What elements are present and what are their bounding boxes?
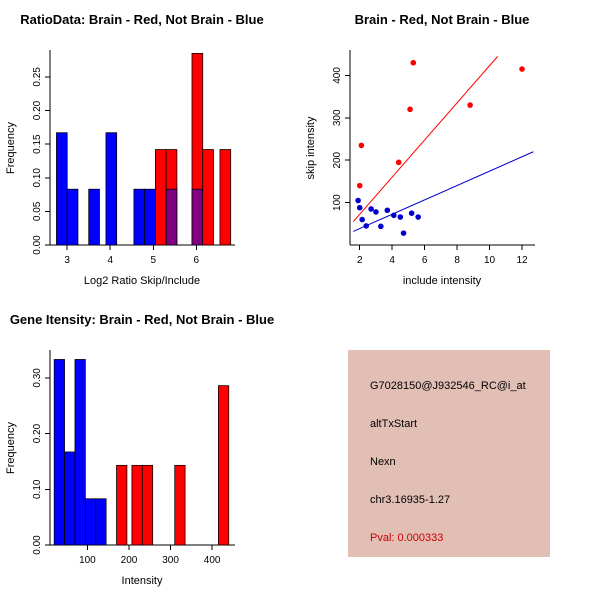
y-tick-label: 0.20	[32, 100, 43, 120]
y-tick-label: 300	[332, 109, 343, 126]
x-tick-label: 3	[64, 255, 70, 266]
hist-bar	[64, 451, 76, 546]
scatter-point	[373, 209, 379, 215]
x-tick-label: 4	[107, 255, 113, 266]
panel-gene-intensity-histogram: Gene Itensity: Brain - Red, Not Brain - …	[0, 300, 300, 600]
brain-fit-line	[352, 56, 499, 223]
scatter-point	[363, 223, 370, 229]
scatter-point	[384, 207, 391, 214]
scatter-point	[467, 102, 473, 108]
y-tick-label: 0.00	[32, 535, 43, 555]
scatter-point	[519, 66, 525, 72]
x-tick-label: 4	[389, 255, 395, 266]
gene-intensity-histogram-svg: Gene Itensity: Brain - Red, Not Brain - …	[5, 312, 274, 587]
hist-bar	[84, 498, 97, 546]
panel-intensity-scatter: Brain - Red, Not Brain - Blue skip inten…	[300, 0, 600, 300]
probe-id-text: G7028150@J932546_RC@i_at	[370, 380, 526, 392]
gene-intensity-histogram-title: Gene Itensity: Brain - Red, Not Brain - …	[10, 312, 274, 327]
x-tick-label: 12	[516, 255, 528, 266]
y-tick-label: 0.00	[32, 235, 43, 255]
hist-bar	[116, 464, 128, 546]
plot-0: 3 4 5 6 0.00 0.05 0.10 0.15 0.20 0.25	[32, 50, 235, 266]
x-tick-label: 400	[204, 555, 221, 566]
intensity-scatter-ylabel: skip intensity	[305, 116, 317, 179]
hist-bar	[202, 149, 214, 246]
pval-text: Pval: 0.000333	[370, 532, 444, 544]
hist-bar	[95, 498, 107, 546]
hist-bar	[141, 464, 154, 546]
hist-bar	[56, 132, 68, 246]
x-tick-label: 5	[150, 255, 156, 266]
scatter-point	[407, 106, 413, 113]
scatter-point	[358, 142, 365, 149]
y-tick-label: 400	[332, 67, 343, 84]
scatter-point	[359, 216, 365, 223]
hist-bar	[66, 188, 79, 246]
hist-bar	[174, 464, 186, 546]
scatter-point	[408, 210, 415, 217]
scatter-point	[355, 197, 361, 204]
y-tick-label: 0.10	[32, 168, 43, 188]
y-tick-label: 0.30	[32, 368, 43, 388]
hist-bar	[88, 188, 100, 246]
scatter-point	[395, 159, 402, 166]
gene-intensity-histogram-ylabel: Frequency	[5, 422, 17, 474]
chromosome-location-text: chr3.16935-1.27	[370, 494, 451, 506]
ratio-histogram-xlabel: Log2 Ratio Skip/Include	[84, 275, 200, 287]
x-tick-label: 300	[162, 555, 179, 566]
hist-bar	[105, 132, 118, 246]
scatter-point	[356, 204, 363, 211]
gene-info-box: G7028150@J932546_RC@i_at altTxStart Nexn…	[348, 350, 550, 557]
x-tick-label: 10	[484, 255, 496, 266]
ratio-histogram-title: RatioData: Brain - Red, Not Brain - Blue	[20, 12, 263, 27]
hist-bar	[133, 188, 146, 246]
x-tick-label: 200	[121, 555, 138, 566]
event-type-text: altTxStart	[370, 418, 418, 430]
y-tick-label: 0.15	[32, 134, 43, 154]
hist-bar	[217, 385, 230, 546]
panel-ratio-histogram: RatioData: Brain - Red, Not Brain - Blue…	[0, 0, 300, 300]
y-tick-label: 200	[332, 151, 343, 168]
x-tick-label: 8	[454, 255, 460, 266]
intensity-scatter-svg: Brain - Red, Not Brain - Blue skip inten…	[305, 12, 535, 287]
scatter-point	[397, 214, 404, 220]
gene-intensity-histogram-xlabel: Intensity	[122, 575, 163, 587]
ratio-histogram-svg: RatioData: Brain - Red, Not Brain - Blue…	[5, 12, 264, 287]
hist-bar	[74, 359, 86, 546]
scatter-point	[391, 212, 397, 219]
ratio-histogram-ylabel: Frequency	[5, 122, 17, 174]
x-tick-label: 100	[79, 555, 96, 566]
scatter-point	[400, 230, 407, 236]
notbrain-fit-line	[353, 151, 534, 232]
y-tick-label: 0.20	[32, 423, 43, 443]
hist-bar	[155, 149, 167, 246]
gene-name-text: Nexn	[370, 456, 396, 468]
y-tick-label: 100	[332, 194, 343, 211]
y-tick-label: 0.05	[32, 201, 43, 221]
y-tick-label: 0.25	[32, 67, 43, 87]
intensity-scatter-title: Brain - Red, Not Brain - Blue	[355, 12, 530, 27]
intensity-scatter-xlabel: include intensity	[403, 275, 482, 287]
x-tick-label: 6	[422, 255, 428, 266]
hist-bar	[53, 359, 65, 546]
hist-bar	[165, 188, 178, 246]
hist-bar	[144, 188, 156, 246]
x-tick-label: 6	[193, 255, 199, 266]
x-tick-label: 2	[357, 255, 363, 266]
scatter-point	[410, 59, 417, 66]
plot-1: 2 4 6 8 10 12 100 200 300 400	[332, 50, 535, 266]
hist-bar	[191, 188, 204, 246]
scatter-point	[378, 223, 384, 230]
scatter-point	[415, 214, 421, 220]
scatter-point	[356, 182, 363, 189]
panel-gene-info: G7028150@J932546_RC@i_at altTxStart Nexn…	[300, 300, 600, 600]
plot-2: 100 200 300 400 0.00 0.10 0.20 0.30	[32, 350, 235, 566]
hist-bar	[219, 149, 232, 246]
scatter-point	[368, 206, 374, 212]
hist-bar	[131, 464, 143, 546]
y-tick-label: 0.10	[32, 479, 43, 499]
